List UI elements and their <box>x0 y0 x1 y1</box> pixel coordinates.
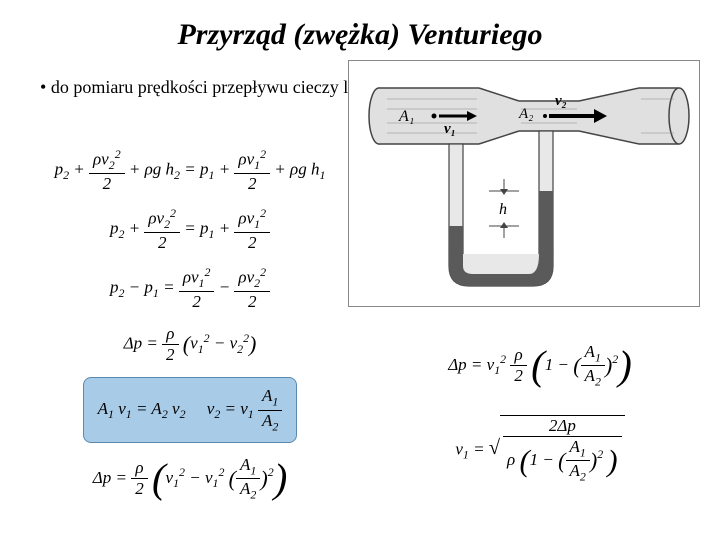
label-A2: A₂ <box>518 106 533 122</box>
equation-dp-factored: Δp = v12 ρ2 (1 − (A1A2)2) <box>400 342 680 390</box>
label-h: h <box>499 201 507 218</box>
label-v2: v₂ <box>555 93 567 109</box>
equation-bernoulli-reduced: p2 + ρv222 = p1 + ρv122 <box>40 206 340 253</box>
venturi-diagram: A₁ v₁ A₂ v₂ h <box>348 60 700 307</box>
label-v1: v₁ <box>444 121 456 137</box>
equation-bernoulli-full: p2 + ρv222 + ρg h2 = p1 + ρv122 + ρg h1 <box>40 147 340 194</box>
label-A1: A₁ <box>398 108 414 125</box>
equation-delta-p: Δp = ρ2 (v12 − v22) <box>40 324 340 365</box>
venturi-svg: A₁ v₁ A₂ v₂ h <box>349 61 699 306</box>
equation-v1-solution: v1 = 2Δp ρ (1 − (A1A2)2 ) <box>400 415 680 485</box>
equation-pressure-diff: p2 − p1 = ρv122 − ρv222 <box>40 265 340 312</box>
equation-continuity-box: A1 v1 = A2 v2 v2 = v1 A1A2 <box>40 377 340 443</box>
equations-right-column: Δp = v12 ρ2 (1 − (A1A2)2) v1 = 2Δp ρ (1 … <box>400 330 680 497</box>
page-title: Przyrząd (zwężka) Venturiego <box>0 0 720 52</box>
equation-delta-p-substituted: Δp = ρ2 (v12 − v12 (A1A2)2) <box>40 455 340 503</box>
equations-left-column: p2 + ρv222 + ρg h2 = p1 + ρv122 + ρg h1 … <box>40 135 340 515</box>
